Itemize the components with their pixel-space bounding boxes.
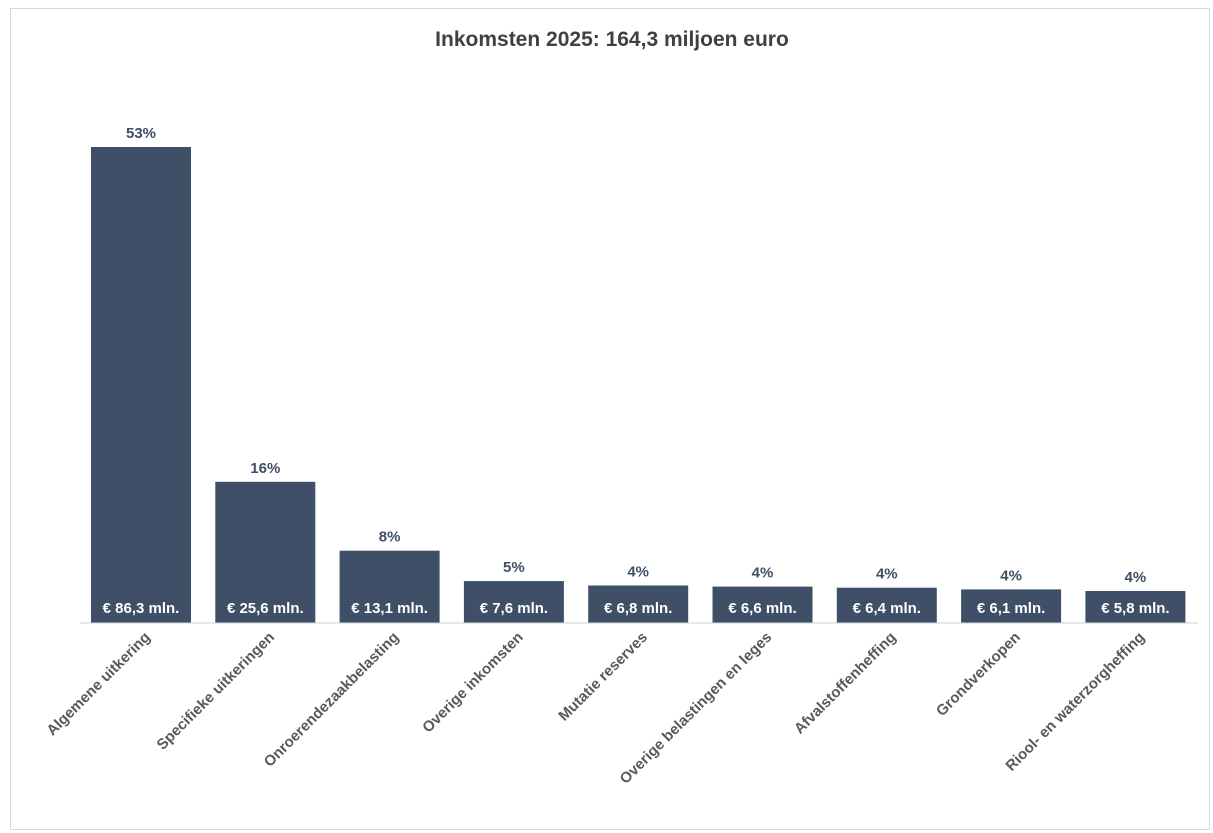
- value-label-0: € 86,3 mln.: [103, 600, 180, 617]
- category-label-5: Overige belastingen en leges: [617, 629, 776, 788]
- value-label-5: € 6,6 mln.: [728, 600, 796, 617]
- bar-0: [91, 147, 191, 623]
- percent-label-8: 4%: [1125, 569, 1147, 586]
- labels-layer: 53% € 86,3 mln. Algemene uitkering 16% € 25,…: [43, 125, 1169, 788]
- percent-label-6: 4%: [876, 566, 898, 583]
- value-label-3: € 7,6 mln.: [480, 600, 548, 617]
- bar-1: [215, 481, 316, 623]
- category-label-1: Specifieke uitkeringen: [154, 629, 279, 754]
- category-label-3: Overige inkomsten: [419, 629, 527, 737]
- category-label-6: Afvalstoffenheffing: [791, 629, 900, 738]
- value-label-4: € 6,8 mln.: [604, 600, 672, 617]
- category-label-2: Onroerendezaakbelasting: [261, 629, 403, 771]
- percent-label-5: 4%: [752, 565, 774, 582]
- value-label-7: € 6,1 mln.: [977, 600, 1045, 617]
- chart-title: Inkomsten 2025: 164,3 miljoen euro: [435, 28, 789, 51]
- value-label-6: € 6,4 mln.: [853, 600, 921, 617]
- percent-label-2: 8%: [379, 529, 401, 546]
- category-label-8: Riool- en waterzorgheffing: [1002, 629, 1148, 775]
- category-label-0: Algemene uitkering: [43, 629, 153, 739]
- bar-8: [1085, 591, 1186, 623]
- percent-label-1: 16%: [250, 460, 280, 477]
- percent-label-3: 5%: [503, 559, 525, 576]
- category-label-4: Mutatie reserves: [555, 629, 651, 725]
- chart-frame: [10, 8, 1210, 830]
- category-label-7: Grondverkopen: [933, 629, 1024, 720]
- value-label-1: € 25,6 mln.: [227, 600, 304, 617]
- bar-2: [339, 550, 440, 623]
- percent-label-0: 53%: [126, 125, 156, 142]
- bar-7: [961, 589, 1062, 623]
- bar-3: [463, 581, 564, 623]
- value-label-2: € 13,1 mln.: [351, 600, 428, 617]
- bar-5: [712, 586, 813, 623]
- bars-layer: [91, 147, 1186, 623]
- bar-4: [588, 585, 689, 623]
- percent-label-7: 4%: [1000, 567, 1022, 584]
- percent-label-4: 4%: [627, 564, 649, 581]
- value-label-8: € 5,8 mln.: [1101, 600, 1169, 617]
- bar-6: [836, 587, 937, 623]
